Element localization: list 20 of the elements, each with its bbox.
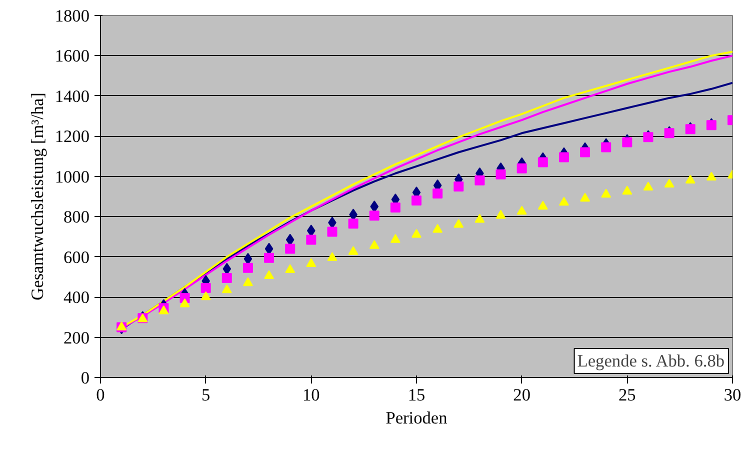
y-tick-label: 1000 — [54, 167, 90, 186]
y-tick-label: 1200 — [54, 127, 90, 146]
y-tick-label: 600 — [64, 248, 90, 267]
y-tick-label: 800 — [64, 208, 90, 227]
x-tick-label: 30 — [724, 386, 742, 404]
y-tick-label: 200 — [64, 328, 90, 348]
x-axis-title: Perioden — [386, 408, 448, 428]
y-tick-label: 0 — [80, 368, 90, 388]
x-tick-label: 20 — [513, 386, 530, 404]
x-tick-label: 5 — [202, 386, 210, 404]
annotation: Legende s. Abb. 6.8b — [577, 352, 725, 370]
x-tick-label: 25 — [618, 386, 636, 404]
x-tick-label: 0 — [96, 386, 105, 404]
y-axis-title: Gesamtwuchsleistung [m³/ha] — [28, 92, 47, 300]
y-tick-label: 400 — [64, 288, 90, 308]
y-tick-label: 1400 — [54, 86, 90, 106]
x-tick-label: 10 — [302, 386, 320, 404]
y-tick-label: 1600 — [54, 46, 90, 66]
y-tick-label: 1800 — [54, 6, 90, 26]
x-tick-label: 15 — [408, 386, 426, 404]
